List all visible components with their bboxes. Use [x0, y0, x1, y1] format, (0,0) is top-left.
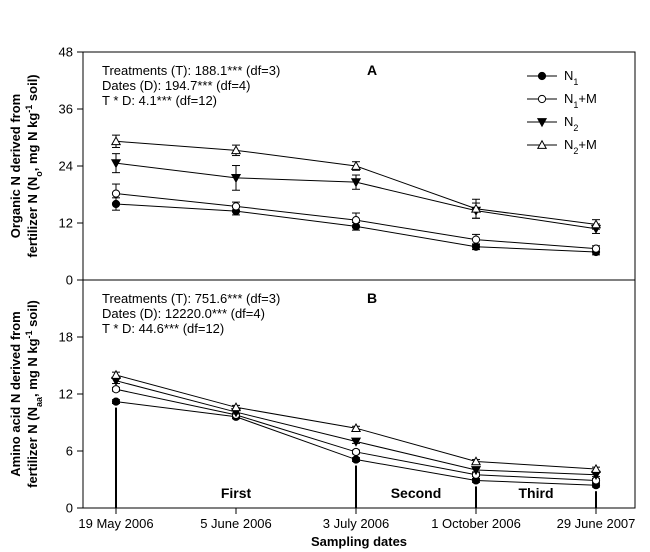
- y-axis-title-line1: Organic N derived from: [8, 94, 23, 238]
- data-point: [230, 145, 242, 155]
- y-axis-title-part: , mg N kg: [25, 338, 40, 397]
- y-tick-label: 18: [59, 330, 73, 345]
- stats-line: Dates (D): 194.7*** (df=4): [102, 78, 250, 93]
- data-point: [111, 189, 121, 198]
- data-point: [351, 455, 361, 464]
- series-n2m: [110, 134, 602, 230]
- y-tick-label: 24: [59, 159, 73, 174]
- data-point: [111, 397, 121, 406]
- y-axis-title-part: -1: [24, 105, 34, 113]
- data-point: [231, 202, 241, 211]
- y-axis-title-part: fertilizer N (N: [25, 177, 40, 258]
- data-point: [110, 159, 122, 169]
- data-point: [350, 422, 362, 433]
- y-axis-title-line1: Amino acid N derived from: [8, 311, 23, 476]
- y-axis-title-part: fertilizer N (N: [25, 407, 40, 488]
- y-axis-title-part: o: [34, 171, 44, 177]
- stats-line: Treatments (T): 188.1*** (df=3): [102, 63, 280, 78]
- legend-marker: [536, 118, 548, 128]
- data-point: [351, 216, 361, 225]
- y-tick-label: 0: [66, 273, 73, 288]
- data-point: [590, 219, 602, 229]
- y-axis-title-part: soil): [25, 74, 40, 104]
- panel-label: B: [367, 290, 377, 306]
- data-point: [230, 174, 242, 184]
- panel-a: 0 12 24 36 48 Organic N derived from fertilize…: [8, 45, 602, 288]
- data-point: [350, 437, 362, 447]
- data-point: [470, 456, 482, 466]
- data-point: [351, 447, 361, 457]
- data-point: [471, 235, 481, 244]
- data-point: [470, 466, 482, 476]
- y-axis-title-part: aa: [34, 396, 44, 407]
- stats-line: T * D: 4.1*** (df=12): [102, 93, 217, 108]
- legend-entry-n1: N1: [564, 68, 578, 87]
- stats-line: Treatments (T): 751.6*** (df=3): [102, 291, 280, 306]
- data-point: [590, 463, 602, 473]
- data-point: [470, 203, 482, 213]
- phase-label-second: Second: [391, 485, 442, 501]
- x-tick-label: 3 July 2006: [323, 516, 390, 531]
- series-n1m: [111, 183, 601, 253]
- y-axis-title-part: , mg N kg: [25, 113, 40, 172]
- stats-line: Dates (D): 12220.0*** (df=4): [102, 306, 265, 321]
- x-tick-label: 1 October 2006: [431, 516, 521, 531]
- data-point: [110, 136, 122, 146]
- x-tick-label: 5 June 2006: [200, 516, 272, 531]
- y-tick-label: 0: [66, 501, 73, 516]
- y-tick-label: 6: [66, 444, 73, 459]
- y-axis-title-part: -1: [24, 330, 34, 338]
- legend-marker: [537, 71, 547, 81]
- legend: N1 N1+M N2 N2+M: [527, 68, 597, 156]
- y-tick-label: 48: [59, 45, 73, 60]
- data-point: [350, 160, 362, 170]
- series-n2m: [110, 369, 602, 473]
- panel-label: A: [367, 62, 377, 78]
- x-tick-label: 29 June 2007: [557, 516, 636, 531]
- legend-entry-n1m: N1+M: [564, 91, 597, 110]
- legend-entry-n2: N2: [564, 114, 578, 133]
- y-axis-title-part: soil): [25, 300, 40, 330]
- y-tick-label: 36: [59, 102, 73, 117]
- stats-line: T * D: 44.6*** (df=12): [102, 321, 224, 336]
- y-axis-title-line2: fertilizer N (No, mg N kg-1 soil): [24, 74, 44, 257]
- legend-entry-n2m: N2+M: [564, 137, 597, 156]
- x-tick-label: 19 May 2006: [78, 516, 153, 531]
- data-point: [230, 402, 242, 412]
- phase-label-third: Third: [519, 485, 554, 501]
- y-tick-label: 12: [59, 387, 73, 402]
- y-axis-title-line2: fertilizer N (Naa, mg N kg-1 soil): [24, 300, 44, 488]
- data-point: [350, 178, 362, 188]
- x-axis-title: Sampling dates: [311, 534, 407, 549]
- data-point: [591, 244, 601, 253]
- legend-marker: [536, 139, 548, 149]
- legend-marker: [537, 94, 547, 104]
- panel-b: 0 6 12 18 Amino acid N derived from fertilize…: [8, 290, 602, 516]
- data-point: [111, 385, 121, 394]
- y-tick-label: 12: [59, 216, 73, 231]
- phase-label-first: First: [221, 485, 252, 501]
- data-point: [110, 369, 122, 379]
